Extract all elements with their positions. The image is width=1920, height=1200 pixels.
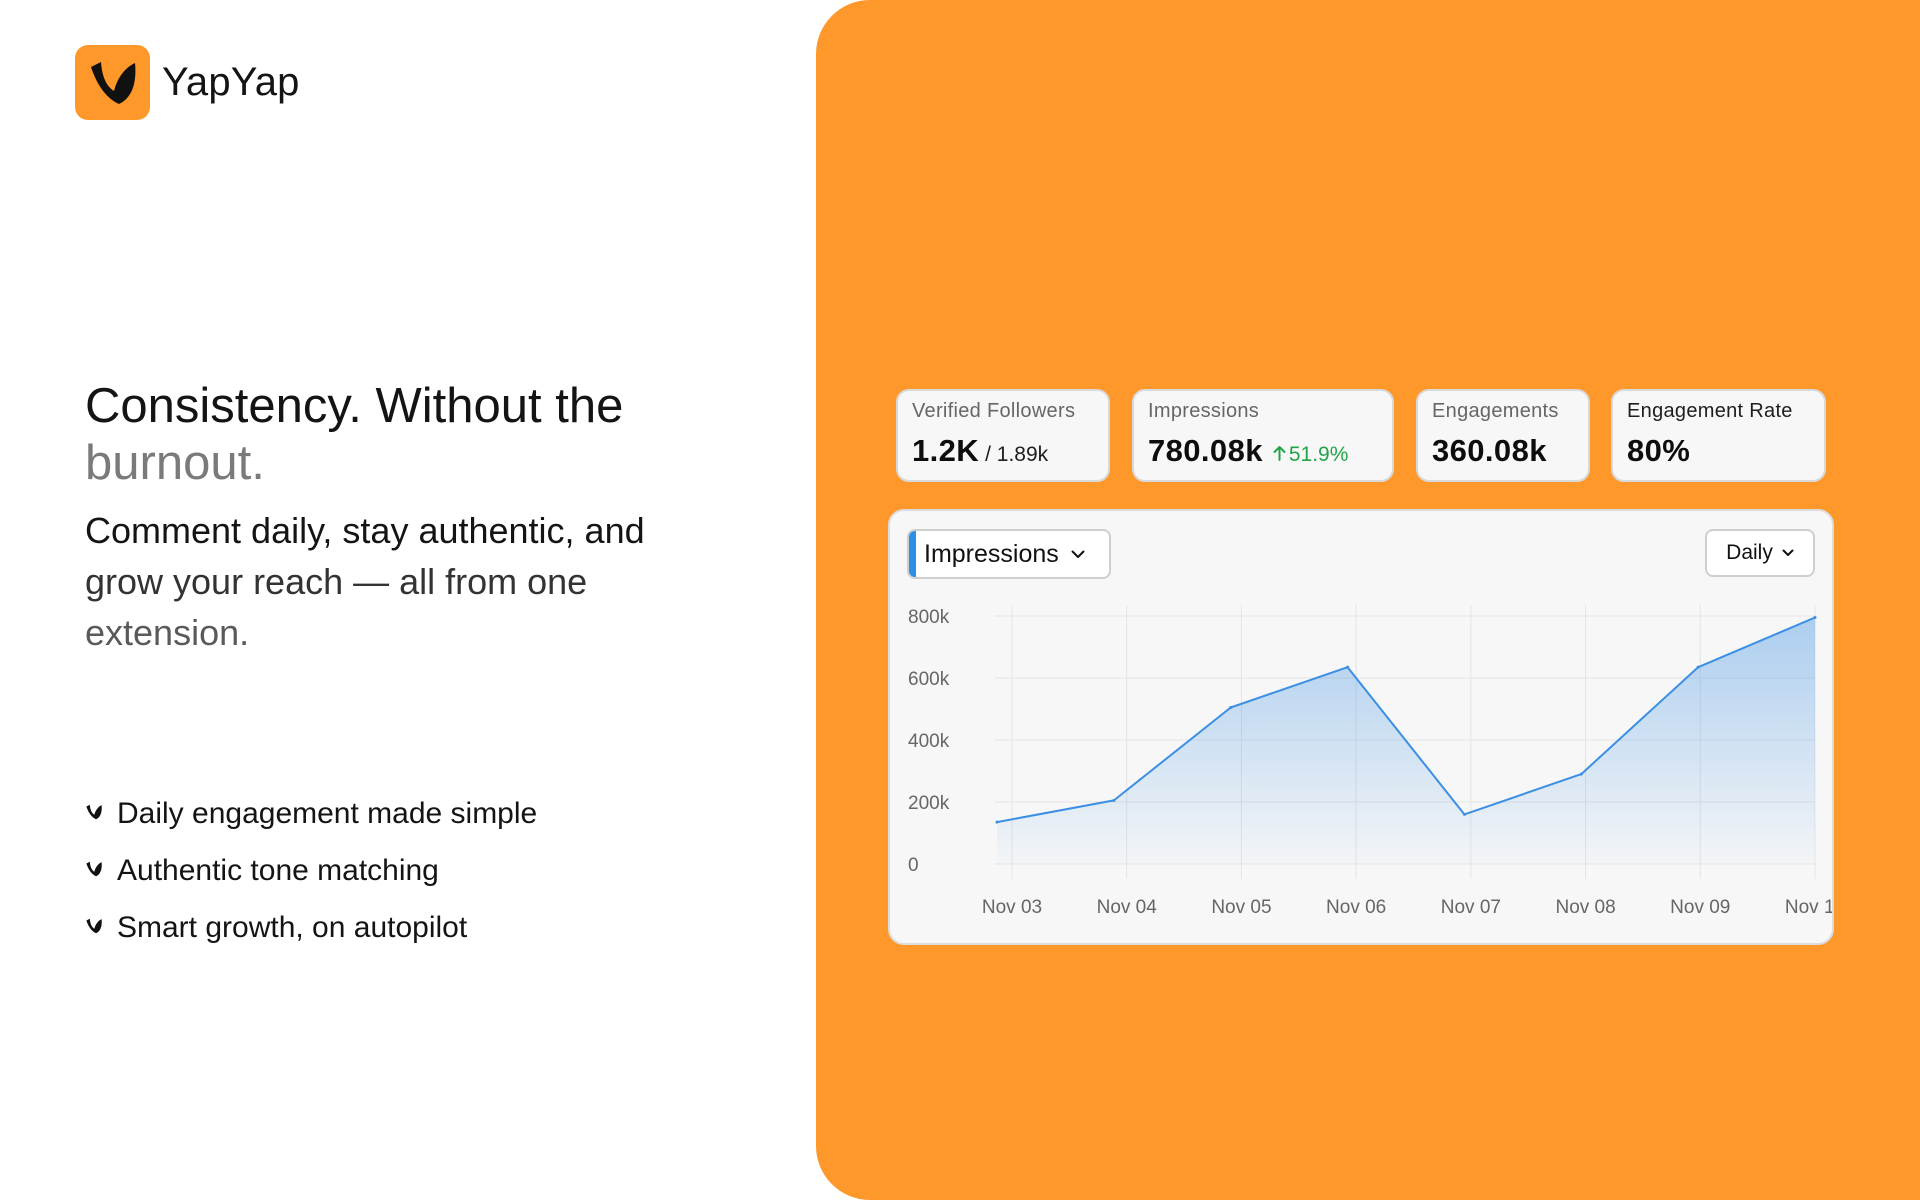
- brand-logo[interactable]: YapYap: [75, 45, 300, 120]
- data-point: [1112, 798, 1116, 802]
- brand-name: YapYap: [162, 60, 300, 104]
- headline-line-1: Consistency. Without the: [85, 379, 624, 433]
- stat-card-engagements: Engagements 360.08k: [1416, 389, 1590, 482]
- data-point: [1229, 705, 1233, 709]
- subheadline-line-1: Comment daily, stay authentic, and: [85, 510, 645, 551]
- x-tick-label: Nov 03: [982, 897, 1042, 918]
- y-tick-label: 800k: [908, 607, 950, 628]
- data-point: [1462, 812, 1466, 816]
- chevron-down-icon: [1782, 549, 1794, 556]
- yapyap-logo-icon: [75, 45, 150, 120]
- stat-change: 51.9%: [1273, 443, 1349, 467]
- feature-list: Daily engagement made simple Authentic t…: [85, 785, 537, 956]
- chart-card: 0 200k 400k 600k 800k Nov 03 Nov 04 Nov 05 Nov 0…: [888, 509, 1834, 945]
- stat-value: 360.08k: [1432, 433, 1547, 468]
- metric-dropdown-label: Impressions: [924, 539, 1059, 568]
- period-dropdown-label: Daily: [1726, 541, 1773, 564]
- x-tick-label: Nov 05: [1211, 897, 1271, 918]
- stat-label: Engagement Rate: [1627, 400, 1793, 422]
- metric-dropdown[interactable]: Impressions: [907, 529, 1111, 579]
- stat-change-value: 51.9%: [1288, 443, 1349, 466]
- x-tick-label: Nov 09: [1670, 897, 1730, 918]
- stat-card-engagement-rate: Engagement Rate 80%: [1611, 389, 1826, 482]
- x-tick-label: Nov 04: [1097, 897, 1158, 918]
- series-line: [996, 616, 1816, 824]
- feature-label: Authentic tone matching: [117, 853, 439, 887]
- chevron-down-icon: [1071, 550, 1085, 558]
- period-dropdown[interactable]: Daily: [1705, 529, 1815, 577]
- feature-label: Smart growth, on autopilot: [117, 910, 468, 944]
- x-tick-label: Nov 10: [1785, 897, 1832, 918]
- y-tick-label: 0: [908, 855, 919, 876]
- yapyap-bullet-icon: [86, 918, 102, 933]
- yapyap-bullet-icon: [86, 861, 102, 876]
- feature-item: Daily engagement made simple: [85, 785, 537, 842]
- feature-item: Authentic tone matching: [85, 842, 537, 899]
- headline-line-2: burnout.: [85, 436, 265, 490]
- yapyap-bullet-icon: [86, 804, 102, 819]
- x-tick-label: Nov 08: [1555, 897, 1615, 918]
- stat-total: / 1.89k: [985, 443, 1049, 466]
- stat-value: 80%: [1627, 433, 1691, 468]
- impressions-chart: 0 200k 400k 600k 800k Nov 03 Nov 04 Nov 05 Nov 0…: [908, 605, 1832, 918]
- data-point: [1696, 665, 1700, 669]
- data-point: [1813, 616, 1817, 620]
- subheadline-line-2: grow your reach — all from one: [85, 561, 588, 602]
- stat-value: 1.2K: [912, 433, 980, 468]
- stat-card-impressions: Impressions 780.08k 51.9%: [1132, 389, 1394, 482]
- stat-label: Verified Followers: [912, 400, 1076, 422]
- data-point: [1346, 665, 1350, 669]
- y-tick-label: 200k: [908, 793, 950, 814]
- stat-value: 780.08k: [1148, 433, 1263, 468]
- feature-item: Smart growth, on autopilot: [85, 899, 537, 956]
- headline: Consistency. Without the burnout.: [85, 378, 623, 492]
- stat-label: Impressions: [1148, 400, 1260, 422]
- subheadline-line-3: extension.: [85, 612, 250, 653]
- x-tick-label: Nov 06: [1326, 897, 1386, 918]
- metric-accent-bar: [909, 531, 916, 577]
- feature-label: Daily engagement made simple: [117, 796, 538, 830]
- series-area: [997, 617, 1815, 864]
- arrow-up-icon: [1273, 446, 1286, 461]
- y-tick-label: 600k: [908, 669, 950, 690]
- data-point: [1579, 772, 1583, 776]
- y-tick-label: 400k: [908, 731, 950, 752]
- subheadline: Comment daily, stay authentic, and grow …: [85, 505, 725, 658]
- stat-card-verified-followers: Verified Followers 1.2K / 1.89k: [896, 389, 1110, 482]
- data-point: [995, 820, 999, 824]
- x-tick-label: Nov 07: [1441, 897, 1501, 918]
- stat-label: Engagements: [1432, 400, 1559, 422]
